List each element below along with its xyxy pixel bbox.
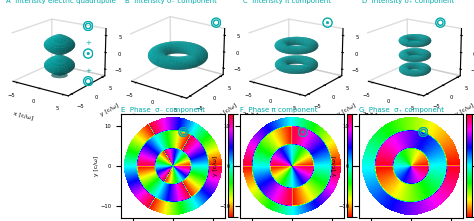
Y-axis label: y [c/ω]: y [c/ω] — [100, 102, 119, 116]
Y-axis label: y [c/ω]: y [c/ω] — [94, 156, 99, 176]
Text: E  Phase  σ₋ component: E Phase σ₋ component — [121, 107, 205, 113]
X-axis label: x [c/ω]: x [c/ω] — [250, 111, 271, 121]
Text: A  Intensity electric quadrupole: A Intensity electric quadrupole — [6, 0, 116, 4]
Text: D  Intensity σ₊ component: D Intensity σ₊ component — [362, 0, 454, 4]
Text: F  Phase π component: F Phase π component — [240, 107, 318, 113]
Text: C  Intensity π component: C Intensity π component — [243, 0, 331, 4]
Y-axis label: y [c/ω]: y [c/ω] — [213, 156, 218, 176]
Circle shape — [302, 131, 304, 133]
Y-axis label: y [c/ω]: y [c/ω] — [455, 102, 474, 116]
Circle shape — [87, 52, 89, 55]
Text: G  Phase  σ₊ component: G Phase σ₊ component — [359, 107, 444, 113]
Y-axis label: y [c/ω]: y [c/ω] — [332, 156, 337, 176]
X-axis label: x [c/ω]: x [c/ω] — [13, 111, 34, 121]
Text: +: + — [85, 40, 91, 46]
Text: B  Intensity σ₋ component: B Intensity σ₋ component — [125, 0, 217, 4]
X-axis label: x [c/ω]: x [c/ω] — [368, 111, 389, 121]
Circle shape — [327, 21, 328, 24]
Text: +: + — [85, 68, 91, 74]
Y-axis label: y [c/ω]: y [c/ω] — [218, 103, 237, 118]
X-axis label: x [c/ω]: x [c/ω] — [132, 112, 153, 123]
Y-axis label: y [c/ω]: y [c/ω] — [337, 102, 356, 116]
